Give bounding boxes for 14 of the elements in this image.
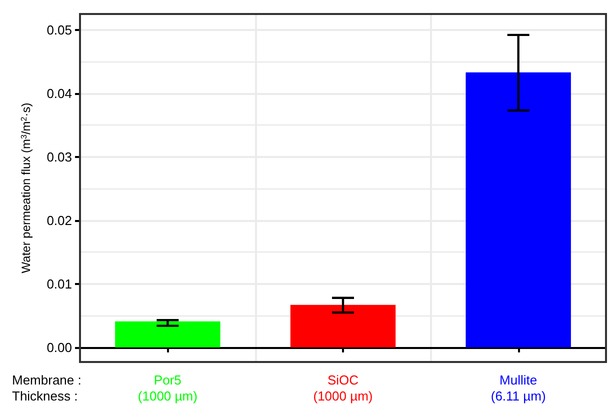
bar (290, 304, 396, 348)
y-tick-label: 0.01 (46, 276, 72, 292)
x-tick-label: Por5 (1000 µm) (138, 372, 198, 404)
y-tick-label: 0.04 (46, 86, 72, 101)
x-axis-title: Membrane : Thickness : (12, 372, 82, 404)
y-tick-label: 0.03 (46, 149, 72, 164)
y-tick-label: 0.02 (46, 212, 72, 228)
x-tick-label: SiOC (1000 µm) (313, 372, 373, 404)
y-tick-label: 0.00 (46, 340, 72, 355)
y-axis-title: Water permeation flux (m3/m2·s) (19, 102, 33, 274)
x-tick-label: Mullite (6.11 µm) (490, 372, 546, 404)
bar (115, 321, 220, 348)
y-tick-label: 0.05 (46, 22, 72, 38)
bar (466, 72, 571, 348)
